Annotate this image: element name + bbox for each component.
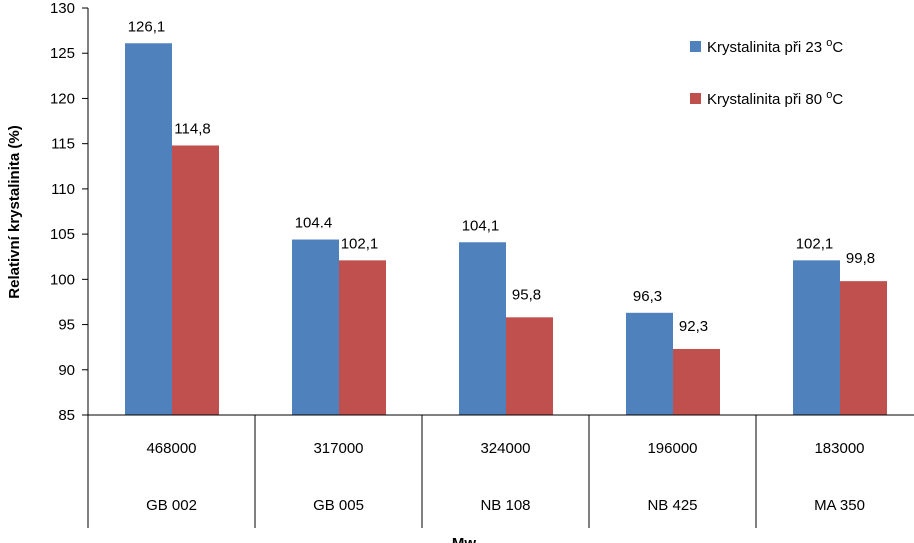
data-label: 102,1 [796, 235, 834, 252]
data-label: 92,3 [679, 318, 708, 335]
y-axis-title: Relativní krystalinita (%) [6, 125, 23, 298]
bar-series-23c [793, 260, 840, 415]
y-tick-label: 110 [51, 181, 75, 198]
y-tick-label: 85 [58, 407, 75, 424]
x-category-sample-label: GB 002 [146, 497, 197, 514]
x-category-mw-label: 324000 [480, 440, 530, 457]
y-tick-label: 95 [58, 317, 75, 334]
data-label: 104,1 [462, 217, 500, 234]
data-label: 99,8 [846, 250, 875, 267]
x-category-sample-label: NB 425 [647, 497, 697, 514]
legend-unit-superscript: o [826, 89, 832, 101]
x-axis-title: Mw [452, 535, 476, 543]
y-tick-label: 100 [50, 271, 75, 288]
bar-series-80c [172, 145, 219, 415]
bar-series-80c [506, 317, 553, 415]
legend-swatch [690, 93, 701, 104]
x-category-mw-label: 468000 [146, 440, 196, 457]
data-label: 95,8 [512, 286, 541, 303]
bar-series-23c [292, 239, 339, 415]
y-axis: 85 90 95 100 105 110 115 120 125 130 [50, 0, 89, 528]
data-label: 126,1 [128, 18, 166, 35]
bar-series-80c [339, 260, 386, 415]
data-label: 114,8 [174, 120, 210, 137]
x-category-mw-label: 196000 [647, 440, 697, 457]
bar-series-23c [459, 242, 506, 415]
x-category-sample-label: NB 108 [480, 497, 530, 514]
data-label: 102,1 [341, 235, 379, 252]
data-labels: 126,1 114,8 104.4 102,1 104,1 95,8 96,3 92,3 102… [128, 18, 875, 335]
legend-unit-superscript: o [826, 37, 832, 49]
x-axis: 468000 GB 002 317000 GB 005 324000 NB 108 1960… [87, 414, 914, 528]
y-tick-label: 105 [50, 226, 75, 243]
y-tick-label: 120 [50, 90, 75, 107]
y-tick-label: 115 [51, 136, 75, 153]
legend-unit-letter: C [832, 39, 843, 56]
bars [125, 43, 887, 415]
data-label: 96,3 [633, 288, 662, 305]
x-category-sample-label: MA 350 [814, 497, 865, 514]
bar-series-80c [840, 281, 887, 415]
legend-unit-letter: C [832, 91, 843, 108]
y-tick-label: 130 [50, 0, 75, 17]
bar-series-23c [626, 312, 673, 415]
legend-swatch [690, 41, 701, 52]
y-tick-label: 90 [58, 362, 75, 379]
bar-series-80c [673, 348, 720, 415]
x-category-mw-label: 183000 [814, 440, 864, 457]
bar-series-23c [125, 43, 172, 415]
legend-label: Krystalinita při 80 oC [707, 89, 843, 108]
x-category-sample-label: GB 005 [313, 497, 364, 514]
data-label: 104.4 [295, 215, 333, 232]
x-category-mw-label: 317000 [313, 440, 363, 457]
legend-label: Krystalinita při 23 oC [707, 37, 843, 56]
legend: Krystalinita při 23 oC Krystalinita při 8… [690, 37, 843, 108]
y-tick-label: 125 [50, 45, 75, 62]
